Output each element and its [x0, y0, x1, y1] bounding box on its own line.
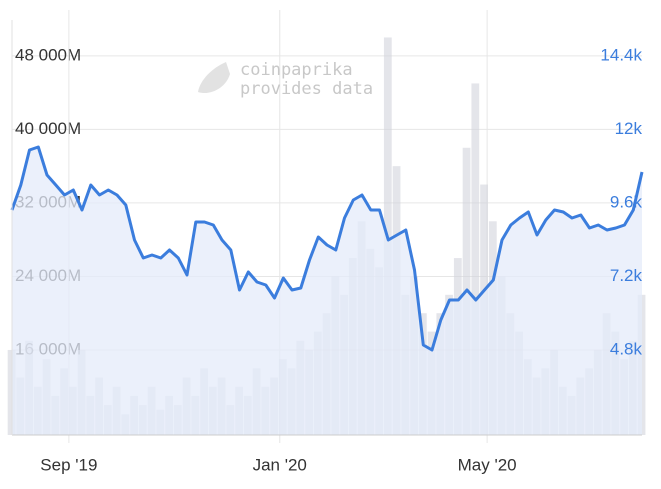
y-tick-label: 40 000M [15, 119, 81, 138]
y2-tick-label: 14.4k [600, 45, 642, 64]
watermark-title: coinpaprika [240, 60, 353, 80]
price-line [10, 145, 644, 352]
x-tick-label: Sep '19 [40, 455, 97, 474]
y2-tick-label: 12k [615, 119, 643, 138]
x-tick-label: Jan '20 [253, 455, 307, 474]
x-tick-label: May '20 [458, 455, 517, 474]
y-tick-label: 48 000M [15, 45, 81, 64]
price-area [12, 147, 642, 435]
y2-tick-label: 7.2k [610, 266, 643, 285]
watermark-logo [198, 62, 230, 94]
y2-tick-label: 4.8k [610, 339, 643, 358]
watermark-subtitle: provides data [240, 79, 373, 99]
volume-bar [471, 83, 480, 435]
y2-tick-label: 9.6k [610, 192, 643, 211]
